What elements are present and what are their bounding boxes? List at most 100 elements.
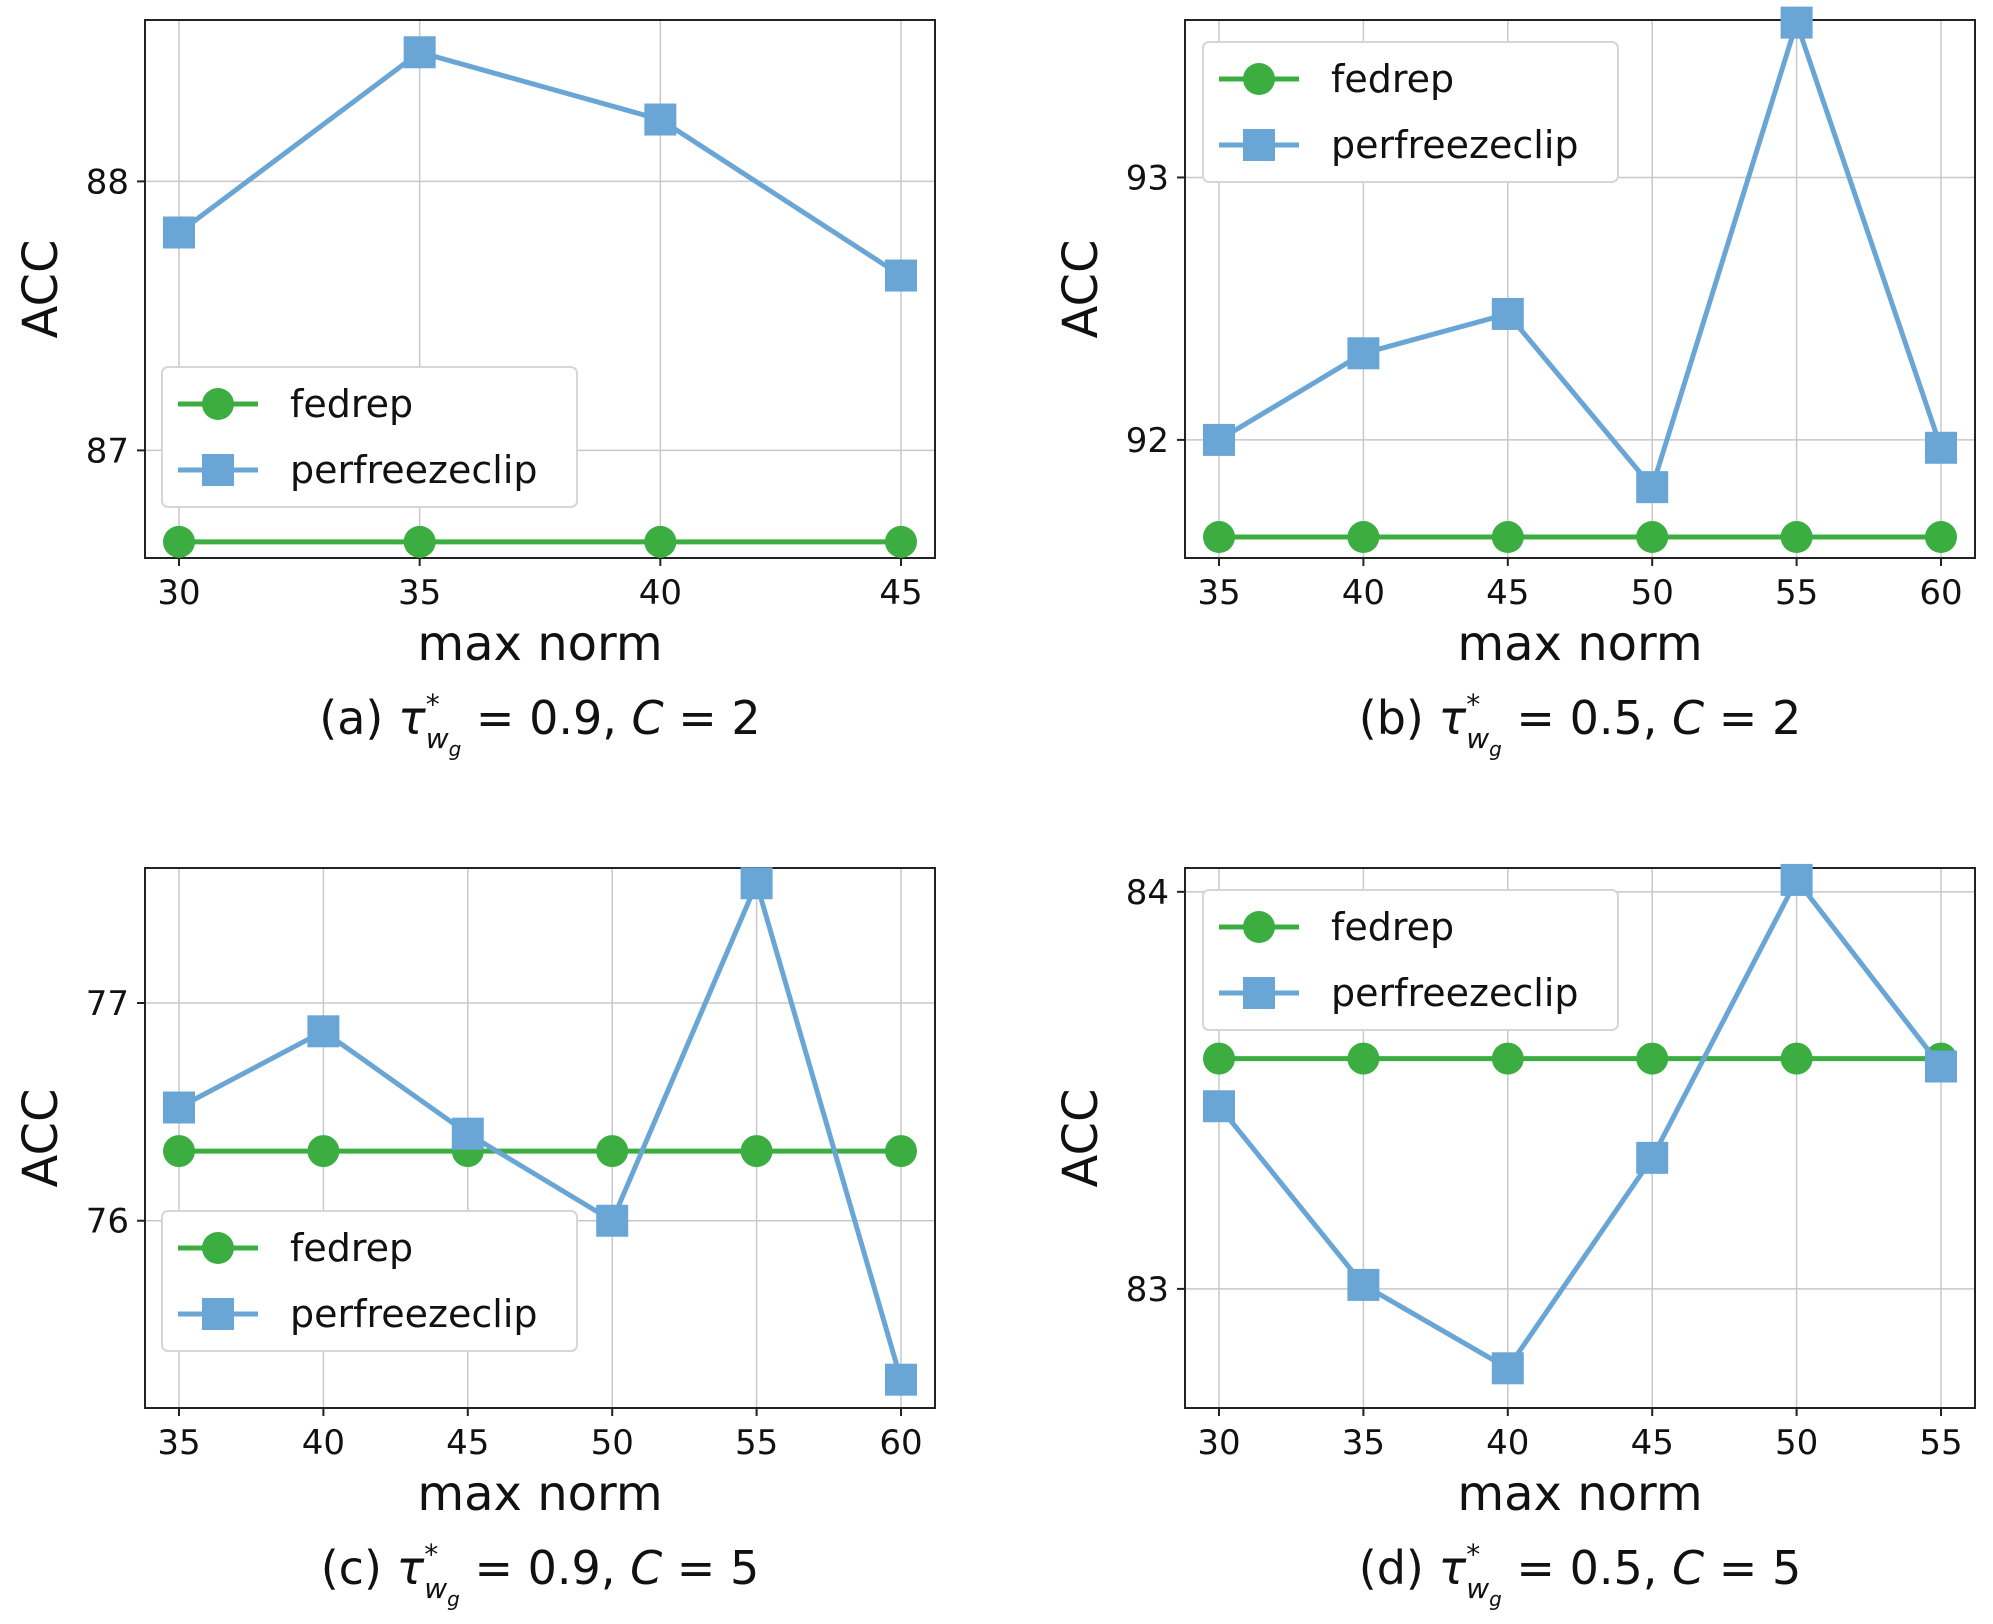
series-line-perfreezeclip: [177, 880, 904, 1381]
legend-label-perfreezeclip: perfreezeclip: [1331, 971, 1579, 1015]
caption-eq2: =: [1704, 1541, 1772, 1595]
caption-tau: τ: [1439, 691, 1467, 745]
caption-c-symbol: C: [632, 691, 664, 745]
legend-box: [161, 366, 578, 508]
caption-value: 0.5: [1570, 1541, 1643, 1595]
caption-eq2: =: [1704, 691, 1772, 745]
x-axis-label: max norm: [417, 1466, 662, 1522]
point-perfreezeclip: [1780, 863, 1813, 896]
caption-eq1: =: [1502, 691, 1570, 745]
x-tick-label: 35: [398, 573, 441, 613]
legend-label-fedrep: fedrep: [290, 382, 413, 426]
legend-marker-fedrep: [202, 388, 234, 420]
chart-panel-c: 35 40 45 50 55 60 76 77 max norm ACC fedrep perfree…: [13, 867, 936, 1611]
legend-marker-fedrep: [202, 1232, 234, 1264]
point-perfreezeclip: [644, 103, 677, 136]
point-perfreezeclip: [163, 216, 195, 249]
y-tick-label: 92: [1126, 421, 1169, 461]
x-tick-label: 35: [1197, 573, 1240, 613]
caption-sub-g: g: [1489, 1587, 1502, 1611]
caption-eq2: =: [664, 691, 732, 745]
x-tick-label: 60: [879, 1423, 922, 1463]
caption-sub-w: w: [426, 722, 449, 755]
y-axis-label: ACC: [1053, 1088, 1109, 1187]
point-perfreezeclip: [1347, 337, 1380, 370]
point-perfreezeclip: [163, 1091, 195, 1124]
series-line-perfreezeclip: [177, 49, 903, 278]
legend-marker-perfreezeclip: [202, 454, 234, 486]
point-fedrep: [1347, 1042, 1380, 1075]
point-fedrep: [1636, 521, 1669, 554]
y-axis-label: ACC: [13, 239, 69, 338]
point-fedrep: [163, 1135, 195, 1168]
legend-box: [1202, 889, 1619, 1031]
legend: fedrep perfreezeclip: [161, 1210, 578, 1352]
caption-tau: τ: [1439, 1541, 1467, 1595]
caption-eq1: =: [460, 1541, 528, 1595]
legend: fedrep perfreezeclip: [1202, 889, 1619, 1031]
x-tick-label: 50: [1631, 573, 1674, 613]
point-perfreezeclip: [1203, 1090, 1235, 1123]
caption-sub-g: g: [447, 1587, 460, 1611]
legend-marker-perfreezeclip: [1243, 977, 1275, 1009]
x-tick-label: 35: [157, 1423, 200, 1463]
x-tick-label: 30: [157, 573, 200, 613]
series-line-perfreezeclip: [1217, 877, 1943, 1371]
caption-comma: ,: [602, 691, 631, 745]
caption-comma: ,: [1643, 1541, 1672, 1595]
x-tick-label: 50: [591, 1423, 634, 1463]
point-perfreezeclip: [885, 259, 917, 292]
caption-sub-w: w: [424, 1572, 447, 1605]
y-tick-label: 84: [1126, 873, 1169, 913]
point-perfreezeclip: [403, 36, 436, 69]
series-line-perfreezeclip: [1217, 20, 1944, 490]
caption-value: 0.9: [529, 691, 602, 745]
y-tick-label: 87: [86, 431, 129, 471]
legend-marker-perfreezeclip: [202, 1298, 234, 1330]
subfigure-caption: (b) τ* wg = 0.5, C = 2: [1359, 688, 1801, 761]
y-tick-label: 93: [1126, 158, 1169, 198]
subfigure-caption: (a) τ* wg = 0.9, C = 2: [319, 688, 760, 761]
caption-star: *: [426, 688, 440, 721]
point-perfreezeclip: [1203, 423, 1235, 456]
legend-label-fedrep: fedrep: [290, 1226, 413, 1270]
point-fedrep: [1780, 521, 1813, 554]
plot-frame: [1184, 867, 1976, 1409]
y-tick-label: 77: [86, 984, 129, 1024]
chart-panel-a: 30 35 40 45 87 88 max norm ACC fedrep perfreezecl…: [13, 19, 936, 761]
x-tick-label: 30: [1197, 1423, 1240, 1463]
caption-c-value: 5: [1772, 1541, 1801, 1595]
caption-c-symbol: C: [1672, 691, 1704, 745]
caption-c-symbol: C: [1672, 1541, 1704, 1595]
legend-marker-fedrep: [1243, 63, 1275, 95]
x-tick-label: 40: [1486, 1423, 1529, 1463]
point-perfreezeclip: [1636, 471, 1669, 504]
x-axis-label: max norm: [1457, 616, 1702, 672]
caption-value: 0.9: [528, 1541, 601, 1595]
subfigure-caption: (d) τ* wg = 0.5, C = 5: [1359, 1538, 1801, 1611]
legend-label-perfreezeclip: perfreezeclip: [290, 448, 538, 492]
caption-prefix: (d): [1359, 1541, 1439, 1595]
legend-marker-fedrep: [1243, 911, 1275, 943]
x-tick-label: 60: [1919, 573, 1962, 613]
x-tick-label: 45: [879, 573, 922, 613]
caption-comma: ,: [601, 1541, 630, 1595]
legend-marker-perfreezeclip: [1243, 129, 1275, 161]
chart-panel-b: 35 40 45 50 55 60 92 93 max norm ACC fedrep perfree…: [1053, 6, 1976, 761]
point-fedrep: [1203, 521, 1235, 554]
point-perfreezeclip: [885, 1363, 917, 1396]
y-axis-label: ACC: [13, 1088, 69, 1187]
point-fedrep: [1491, 1042, 1524, 1075]
point-perfreezeclip: [1780, 6, 1813, 39]
legend-label-perfreezeclip: perfreezeclip: [1331, 123, 1579, 167]
caption-eq2: =: [662, 1541, 730, 1595]
point-perfreezeclip: [596, 1204, 629, 1237]
x-tick-label: 55: [1919, 1423, 1962, 1463]
caption-c-value: 2: [1772, 691, 1801, 745]
y-tick-label: 76: [86, 1202, 129, 1242]
caption-c-value: 5: [730, 1541, 759, 1595]
subfigure-caption: (c) τ* wg = 0.9, C = 5: [321, 1538, 760, 1611]
x-tick-label: 55: [735, 1423, 778, 1463]
caption-c-value: 2: [731, 691, 760, 745]
